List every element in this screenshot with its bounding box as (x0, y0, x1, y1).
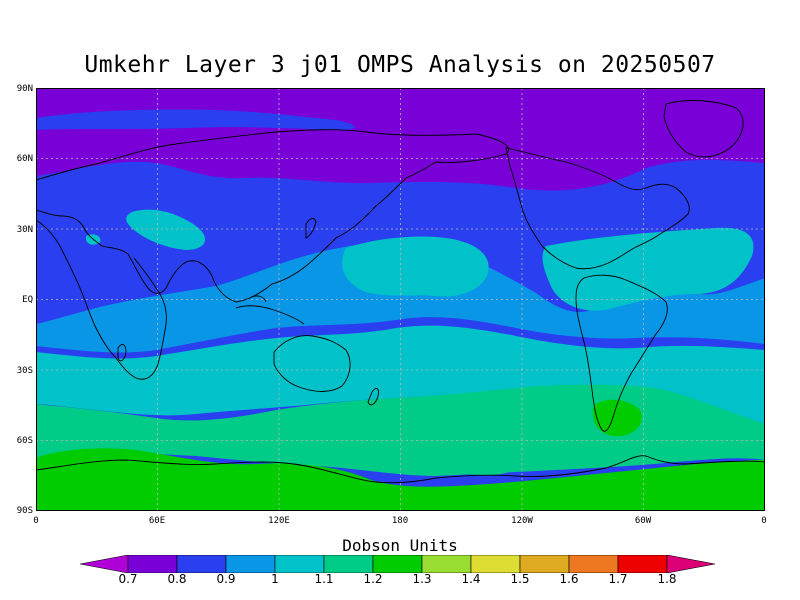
coast-madagascar (117, 344, 127, 362)
band-fill-1-1.1 (36, 242, 765, 353)
colorbar-box (470, 554, 521, 574)
colorbar-tick-label: 1.5 (510, 572, 530, 586)
colorbar-tick-label: 1.6 (559, 572, 579, 586)
lon-tick-60e: 60E (148, 516, 166, 526)
lat-tick-60n: 60N (16, 154, 33, 164)
lat-tick-90n: 90N (16, 84, 33, 94)
colorbar-box (176, 554, 227, 574)
lat-tick-30n: 30N (16, 225, 33, 235)
lat-tick-eq: EQ (22, 295, 33, 305)
coast-indonesia (235, 295, 305, 325)
colorbar-triangle-high (666, 554, 716, 574)
colorbar-tick-label: 0.8 (167, 572, 187, 586)
band-fill-1.1-1.2-india (126, 209, 206, 250)
coast-australia (273, 335, 351, 392)
map-frame (36, 88, 765, 511)
coast-nz (367, 388, 379, 406)
colorbar-box (519, 554, 570, 574)
colorbar-box (274, 554, 325, 574)
coast-north-america (505, 147, 690, 270)
coast-japan (305, 217, 317, 239)
lon-tick-0: 0 (33, 516, 39, 526)
lon-tick-60w: 60W (634, 516, 652, 526)
colorbar-tick-label: 1.2 (363, 572, 383, 586)
colorbar-triangle-low (79, 554, 129, 574)
lat-tick-30s: 30S (16, 366, 33, 376)
colorbar (79, 554, 722, 574)
lon-tick-120w: 120W (511, 516, 533, 526)
colorbar-box (617, 554, 668, 574)
band-fill-1.2-south-pacific (447, 418, 520, 476)
ozone-map-svg (36, 88, 765, 511)
band-fill-1.1-1.2-pacific (342, 236, 489, 297)
band-fill-arctic-0.9 (36, 109, 355, 130)
colorbar-box (372, 554, 423, 574)
ozone-map (36, 88, 765, 511)
lat-tick-60s: 60S (16, 436, 33, 446)
lon-tick-120e: 120E (268, 516, 290, 526)
coast-antarctica (36, 455, 765, 484)
colorbar-tick-label: 1.7 (608, 572, 628, 586)
colorbar-box (568, 554, 619, 574)
map-title: Umkehr Layer 3 j01 OMPS Analysis on 2025… (84, 52, 716, 78)
colorbar-tick-label: 1.3 (412, 572, 432, 586)
band-fill-1.2-1.3 (36, 384, 765, 476)
coast-eurasia (36, 129, 509, 303)
colorbar-tick-label: 1.1 (314, 572, 334, 586)
lon-tick-180: 180 (391, 516, 409, 526)
colorbar-box (323, 554, 374, 574)
colorbar-tick-label: 1.8 (657, 572, 677, 586)
graticule (36, 88, 765, 511)
colorbar-tick-label: 1.4 (461, 572, 481, 586)
colorbar-svg (79, 554, 716, 574)
colorbar-tick-label: 1 (271, 572, 279, 586)
colorbar-tick-label: 0.9 (216, 572, 236, 586)
colorbar-box (225, 554, 276, 574)
band-fill-1.1-1.2-atlantic (542, 227, 754, 311)
band-fill-1.3-patagonia (592, 399, 642, 437)
lat-tick-90s: 90S (16, 506, 33, 516)
colorbar-box (127, 554, 178, 574)
coast-greenland (663, 100, 744, 158)
coastlines (36, 100, 765, 484)
coast-africa (36, 219, 167, 380)
colorbar-title: Dobson Units (342, 536, 458, 555)
lon-tick-0-end: 0 (761, 516, 767, 526)
colorbar-tick-label: 0.7 (118, 572, 138, 586)
colorbar-box (421, 554, 472, 574)
coast-south-america (575, 274, 668, 432)
